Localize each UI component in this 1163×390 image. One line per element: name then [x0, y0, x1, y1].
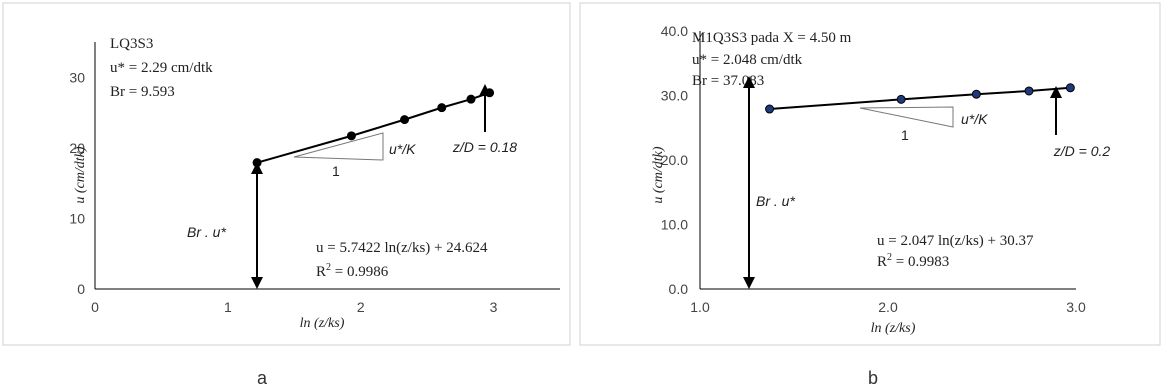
slope-label-b: u*/K [961, 111, 988, 127]
y-tick-label-a: 20 [69, 140, 85, 156]
y-tick-label-b: 10.0 [661, 217, 688, 233]
x-tick-label-b: 2.0 [878, 299, 898, 315]
slope-one-b: 1 [901, 127, 909, 143]
x-axis-label-a: ln (z/ks) [300, 316, 345, 331]
slope-label-a: u*/K [389, 141, 416, 157]
info-line-b-2: u* = 2.048 cm/dtk [692, 52, 803, 68]
info-block-a: LQ3S3 u* = 2.29 cm/dtk Br = 9.593 [110, 36, 213, 100]
info-line-a-2: u* = 2.29 cm/dtk [110, 60, 213, 76]
data-point-b [1065, 83, 1075, 93]
data-point-b [765, 104, 775, 114]
slope-triangle-b [859, 106, 954, 128]
r-squared-a: R2 = 0.9986 [316, 262, 389, 280]
panel-label-b: b [868, 368, 878, 388]
info-line-b-1: M1Q3S3 pada X = 4.50 m [692, 30, 852, 46]
x-axis-label-b: ln (z/ks) [871, 321, 916, 336]
data-point-a [400, 115, 410, 125]
y-tick-label-b: 20.0 [661, 152, 688, 168]
y-tick-label-b: 40.0 [661, 23, 688, 39]
data-point-a [485, 88, 495, 98]
br-label-a: Br . u* [187, 224, 226, 240]
panel-label-a: a [257, 368, 268, 388]
x-tick-label-b: 3.0 [1066, 299, 1086, 315]
x-tick-label-a: 2 [357, 299, 365, 315]
chart-a: 0 10 20 30 0 1 2 3 u (cm/dtk) ln (z/ks) LQ3S3 u… [69, 36, 560, 331]
chart-b: 0.010.020.030.040.01.0 2.0 3.0 u (cm/dtk) … [651, 23, 1110, 336]
data-point-b [896, 94, 906, 104]
equation-b: u = 2.047 ln(z/ks) + 30.37 [877, 233, 1034, 249]
r-squared-b: R2 = 0.9983 [877, 252, 949, 270]
panel-b-frame [579, 2, 1161, 346]
data-point-a [466, 94, 476, 104]
x-tick-label-a: 1 [224, 299, 232, 315]
info-line-a-3: Br = 9.593 [110, 84, 175, 100]
br-arrow-a [251, 162, 263, 289]
x-tick-label-b: 1.0 [690, 299, 710, 315]
y-axis-label-b: u (cm/dtk) [651, 146, 666, 203]
info-block-b: M1Q3S3 pada X = 4.50 m u* = 2.048 cm/dtk… [692, 30, 852, 89]
info-line-a-1: LQ3S3 [110, 36, 153, 52]
data-point-a [437, 103, 447, 113]
zD-label-a: z/D = 0.18 [452, 139, 517, 155]
br-arrow-b [743, 76, 755, 289]
data-point-b [1024, 86, 1034, 96]
data-point-b [971, 89, 981, 99]
slope-triangle-a [293, 132, 384, 161]
data-point-a [252, 158, 262, 168]
y-tick-label-b: 30.0 [661, 88, 688, 104]
x-tick-label-a: 3 [490, 299, 498, 315]
y-tick-label-b: 0.0 [669, 281, 689, 297]
y-tick-label-a: 10 [69, 210, 85, 226]
y-axis-label-a: u (cm/dtk) [73, 146, 88, 203]
panel-a-frame [2, 2, 571, 346]
y-tick-label-a: 0 [77, 281, 85, 297]
zD-label-b: z/D = 0.2 [1053, 143, 1111, 159]
br-label-b: Br . u* [756, 193, 795, 209]
y-tick-label-a: 30 [69, 69, 85, 85]
equation-a: u = 5.7422 ln(z/ks) + 24.624 [316, 240, 488, 256]
x-tick-label-a: 0 [91, 299, 99, 315]
slope-one-a: 1 [332, 163, 340, 179]
zD-arrow-b [1050, 86, 1062, 135]
data-point-a [346, 131, 356, 141]
